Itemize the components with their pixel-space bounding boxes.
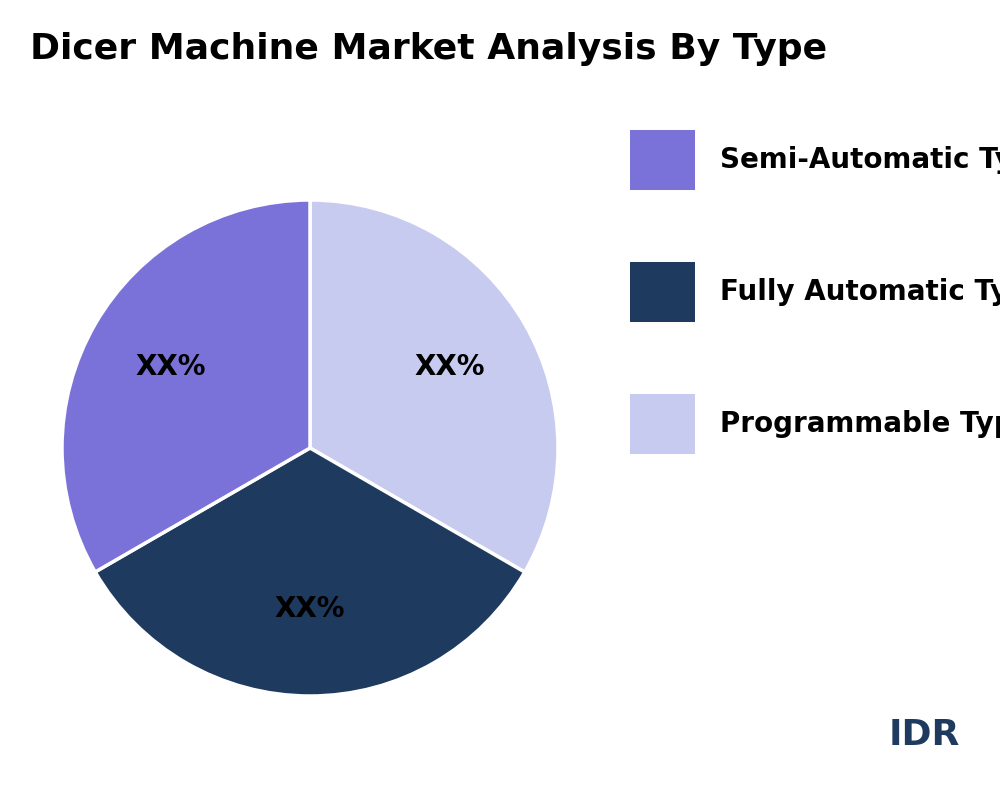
Wedge shape: [62, 200, 310, 572]
Wedge shape: [95, 448, 525, 696]
Text: XX%: XX%: [135, 354, 206, 382]
Text: Semi-Automatic Type: Semi-Automatic Type: [720, 146, 1000, 174]
Text: Programmable Type: Programmable Type: [720, 410, 1000, 438]
Text: Dicer Machine Market Analysis By Type: Dicer Machine Market Analysis By Type: [30, 32, 827, 66]
Text: XX%: XX%: [275, 595, 345, 623]
Wedge shape: [310, 200, 558, 572]
Text: XX%: XX%: [414, 354, 485, 382]
Text: Fully Automatic Type: Fully Automatic Type: [720, 278, 1000, 306]
Text: IDR: IDR: [889, 718, 960, 752]
